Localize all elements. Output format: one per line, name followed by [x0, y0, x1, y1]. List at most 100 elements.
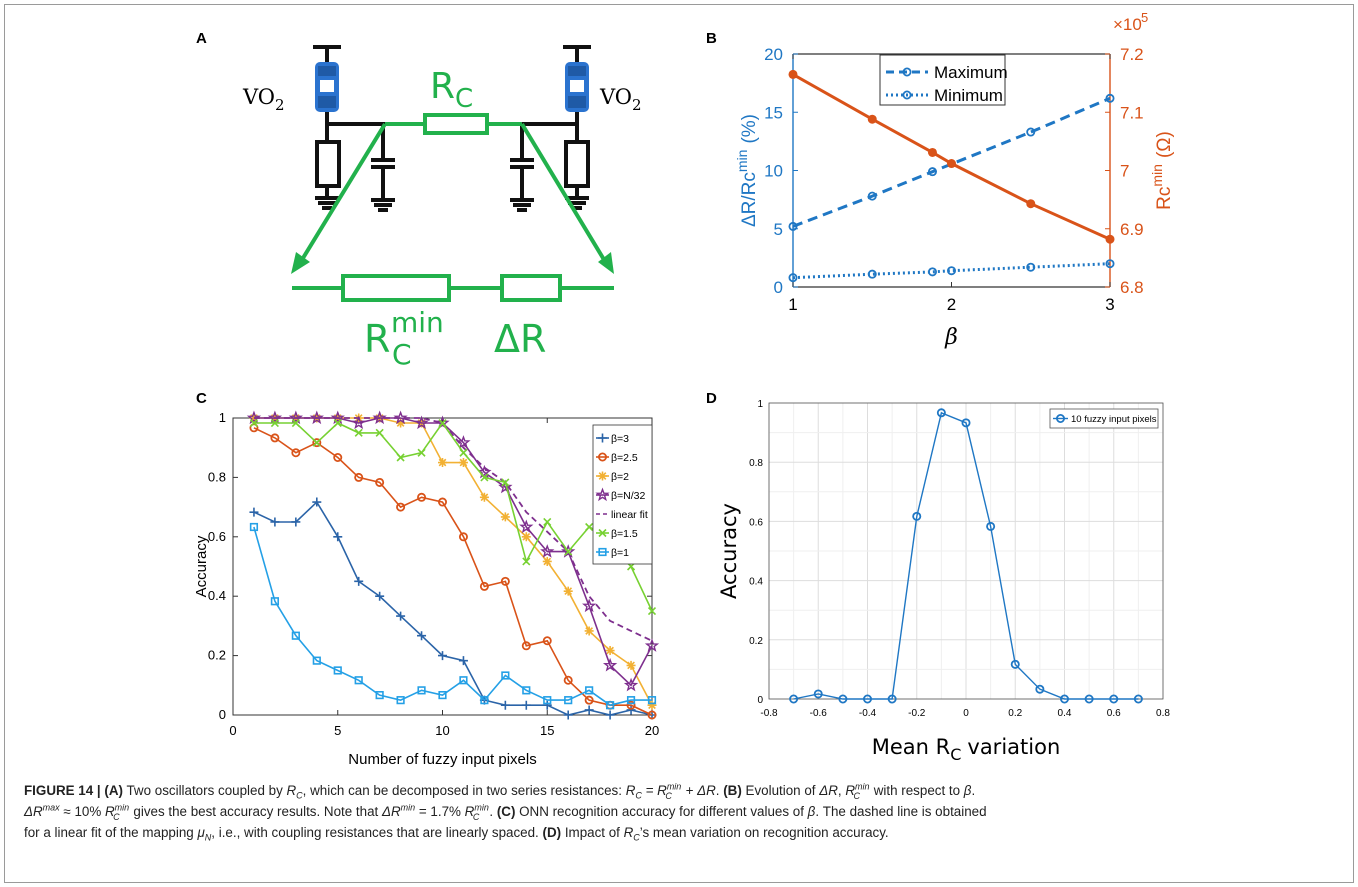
- caption-text: , i.e., with coupling resistances that a…: [211, 825, 543, 840]
- right-axis-multiplier: ×10: [1113, 15, 1142, 34]
- y-tick-label: 0.2: [208, 648, 226, 663]
- legend-label: β=1: [611, 547, 629, 559]
- caption-text: = 1.7%: [415, 804, 465, 819]
- legend-marker: [598, 547, 607, 557]
- x-tick-label: 10: [435, 723, 449, 738]
- caption-text: ,: [837, 783, 846, 798]
- grid: [768, 402, 1164, 700]
- caption-text: Evolution of: [741, 783, 820, 798]
- caption-text: gives the best accuracy results. Note th…: [129, 804, 382, 819]
- y-tick-label-right: 7.1: [1120, 103, 1144, 122]
- data-point: [863, 694, 873, 704]
- legend-marker: [902, 67, 912, 77]
- data-point: [312, 656, 321, 665]
- caption-symbol: μ: [197, 825, 205, 840]
- data-point: [626, 696, 636, 705]
- arrow-head-left: [291, 252, 310, 274]
- x-axis-label: Number of fuzzy input pixels: [348, 751, 536, 768]
- data-point: [521, 700, 531, 710]
- x-tick-label: 0: [963, 708, 969, 719]
- data-point: [838, 694, 848, 704]
- legend-marker: [902, 90, 912, 100]
- y-tick-label: 1: [757, 399, 763, 410]
- panel-label-c: C: [196, 390, 207, 407]
- data-point: [522, 686, 531, 695]
- coupling-resistor: [298, 113, 608, 265]
- data-point: [396, 418, 406, 428]
- y-tick-label: 0: [757, 695, 763, 706]
- data-point: [564, 696, 573, 705]
- data-point: [312, 497, 322, 507]
- data-point: [936, 408, 946, 418]
- data-point: [437, 497, 447, 507]
- chart-c: 0 5 10 15 20 0 0.2 0.4 0.6 0.8 1 Number of fuzzy in…: [193, 410, 659, 768]
- caption-text: Impact of: [561, 825, 624, 840]
- data-point: [354, 472, 364, 482]
- data-point: [912, 511, 922, 521]
- data-point: [1026, 199, 1036, 209]
- data-point: [480, 696, 489, 705]
- series-line-c-4: [253, 417, 653, 642]
- data-point: [647, 606, 657, 616]
- data-point: [522, 557, 531, 566]
- data-point: [375, 428, 384, 437]
- data-point: [372, 410, 387, 425]
- data-point: [393, 410, 408, 425]
- caption-symbol: min: [400, 802, 416, 813]
- data-point: [354, 676, 363, 685]
- caption-line-3: for a linear fit of the mapping μN, i.e.…: [24, 822, 1334, 843]
- caption-symbol: R: [625, 783, 636, 798]
- data-point: [351, 415, 366, 430]
- caption-d-label: (D): [542, 825, 562, 840]
- vo2-device-left: [315, 62, 339, 112]
- data-point: [333, 532, 343, 542]
- data-point: [788, 69, 798, 79]
- series-line-b-2: [792, 73, 1111, 241]
- data-point: [563, 586, 573, 596]
- data-point: [417, 492, 427, 502]
- caption-a-label: (A): [104, 783, 123, 798]
- caption-symbol: β: [807, 804, 816, 819]
- caption-symbol: + ΔR: [681, 783, 716, 798]
- data-point: [291, 517, 301, 527]
- y-axis-label-right-sup: min: [1149, 164, 1165, 187]
- y-axis-label-left-unit: (%): [739, 114, 760, 144]
- caption-text: ONN recognition accuracy for different v…: [515, 804, 808, 819]
- caption-symbol: R: [623, 825, 634, 840]
- data-point: [375, 477, 385, 487]
- y-tick-label: 0.4: [208, 588, 226, 603]
- data-point: [813, 689, 823, 699]
- data-point: [458, 458, 468, 468]
- caption-symbol: C: [665, 790, 672, 801]
- data-point: [246, 410, 262, 425]
- legend-marker: [598, 433, 607, 443]
- data-point: [501, 478, 510, 487]
- data-point: [584, 626, 594, 636]
- caption-text: .: [971, 783, 976, 798]
- data-point: [375, 691, 384, 700]
- data-point: [288, 410, 303, 425]
- x-tick-label: 0.4: [1058, 708, 1072, 719]
- data-point: [1105, 93, 1115, 103]
- caption-symbol: ΔR: [24, 804, 43, 819]
- caption-symbol: ΔR: [381, 804, 401, 819]
- caption-figure-label: FIGURE 14 |: [24, 783, 101, 798]
- caption-text: ’s mean variation on recognition accurac…: [639, 825, 889, 840]
- data-point: [947, 266, 957, 276]
- data-point: [927, 267, 937, 277]
- data-point: [438, 418, 447, 428]
- vo2-label-left: VO2: [242, 85, 285, 114]
- legend-box: [879, 54, 1006, 106]
- y-tick-label: 0.8: [208, 469, 226, 484]
- data-point: [867, 114, 877, 124]
- data-point: [626, 660, 636, 670]
- data-point: [333, 418, 342, 428]
- data-point: [564, 547, 573, 556]
- data-point: [584, 705, 594, 715]
- data-point: [270, 517, 280, 527]
- caption-symbol: R: [845, 783, 855, 798]
- data-point: [500, 512, 510, 522]
- panel-label-a: A: [196, 30, 207, 47]
- data-point: [542, 636, 552, 646]
